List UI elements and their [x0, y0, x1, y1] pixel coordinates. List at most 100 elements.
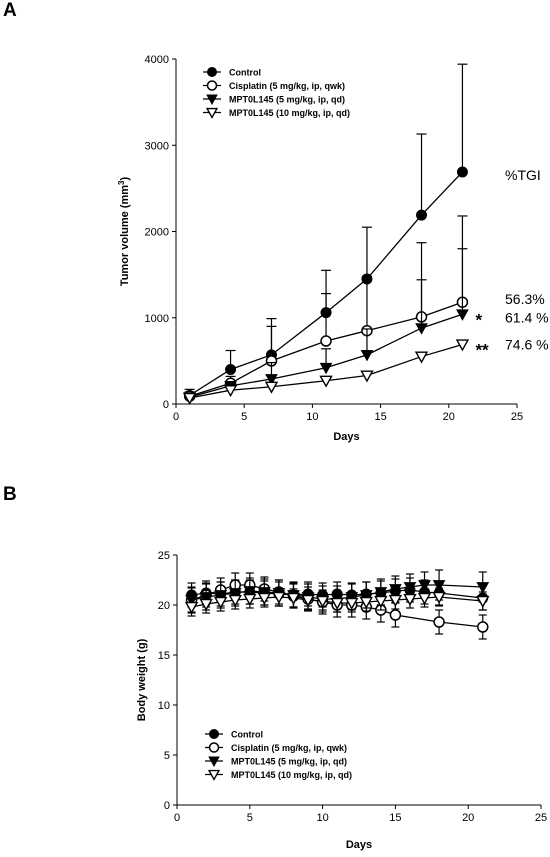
legend-marker — [207, 67, 217, 77]
x-tick-label: 20 — [462, 812, 474, 824]
y-tick-label: 4000 — [145, 54, 169, 66]
legend-label: MPT0L145 (5 mg/kg, ip, qd) — [231, 757, 347, 767]
tgi-value: 56.3% — [505, 291, 545, 307]
data-point — [416, 209, 428, 221]
data-point — [433, 616, 445, 628]
legend-marker — [209, 729, 219, 739]
significance-stars: ** — [475, 340, 489, 359]
x-tick-label: 15 — [374, 411, 386, 423]
x-tick-label: 20 — [443, 411, 455, 423]
legend: Control Cisplatin (5 mg/kg, ip, qwk) MPT0L… — [203, 67, 350, 119]
data-point — [476, 582, 490, 594]
data-point — [286, 592, 301, 605]
data-point — [403, 593, 417, 606]
data-point — [225, 364, 237, 375]
x-tick-label: 5 — [241, 411, 247, 423]
data-point — [182, 392, 197, 405]
data-point — [315, 595, 330, 608]
series-4 — [182, 339, 470, 405]
data-point — [228, 594, 242, 607]
legend-marker — [206, 80, 218, 91]
data-point — [272, 591, 286, 604]
legend-label: MPT0L145 (10 mg/kg, ip, qd) — [231, 770, 352, 780]
data-point — [389, 609, 402, 621]
panel-label: A — [3, 0, 17, 21]
data-point — [455, 339, 470, 352]
data-point — [257, 592, 272, 605]
legend-marker — [207, 769, 221, 781]
x-axis-title: Days — [346, 839, 372, 851]
data-point — [388, 594, 403, 607]
data-point — [184, 601, 199, 614]
data-point — [456, 166, 468, 178]
y-tick-label: 1000 — [145, 313, 169, 325]
legend-label: MPT0L145 (5 mg/kg, ip, qd) — [229, 95, 345, 105]
data-point — [476, 595, 490, 608]
data-point — [374, 595, 388, 608]
x-tick-label: 5 — [247, 812, 253, 824]
data-point — [359, 596, 373, 609]
data-point — [360, 370, 374, 383]
y-tick-label: 10 — [158, 700, 170, 712]
y-tick-label: 15 — [158, 650, 170, 662]
data-point — [414, 351, 429, 364]
data-point — [389, 584, 402, 596]
x-axis-title: Days — [333, 431, 359, 443]
data-point — [456, 309, 469, 321]
y-tick-label: 3000 — [145, 140, 169, 152]
tgi-value: 74.6 % — [505, 336, 549, 352]
y-tick-label: 2000 — [145, 227, 169, 239]
data-point — [301, 594, 315, 607]
legend-marker — [208, 742, 220, 753]
series-4 — [184, 587, 490, 617]
legend-label: Cisplatin (5 mg/kg, ip, qwk) — [231, 743, 347, 753]
x-tick-label: 15 — [389, 812, 401, 824]
panel-label: B — [3, 484, 17, 505]
data-point — [243, 593, 257, 606]
legend: Control Cisplatin (5 mg/kg, ip, qwk) MPT0L… — [205, 729, 352, 781]
panel-a-tumor-volume-chart: A 0 5 10 15 20 25 0 1000 2000 3000 4000 Days Tumor vo… — [3, 0, 549, 443]
data-point — [360, 349, 374, 362]
legend-label: Control — [229, 68, 261, 78]
legend-marker — [206, 94, 218, 105]
data-point — [213, 596, 228, 609]
x-tick-label: 25 — [511, 411, 523, 423]
data-point — [319, 375, 333, 388]
y-axis-title: Body weight (g) — [136, 638, 148, 721]
tgi-header: %TGI — [505, 167, 541, 183]
y-tick-label: 25 — [158, 550, 170, 562]
x-tick-label: 25 — [535, 812, 547, 824]
x-tick-label: 0 — [174, 812, 180, 824]
legend-marker — [208, 756, 220, 767]
y-tick-label: 0 — [163, 399, 169, 411]
data-point — [403, 582, 417, 594]
data-point — [223, 385, 238, 398]
data-point — [319, 362, 333, 375]
y-axis-title: Tumor volume (mm3) — [117, 176, 131, 286]
data-point — [345, 597, 359, 610]
data-point — [432, 580, 446, 592]
significance-stars: * — [475, 310, 482, 329]
tgi-value: 61.4 % — [505, 309, 549, 325]
data-point — [330, 597, 344, 610]
y-tick-label: 5 — [164, 750, 170, 762]
y-tick-label: 20 — [158, 600, 170, 612]
x-tick-label: 10 — [306, 411, 318, 423]
legend-label: Cisplatin (5 mg/kg, ip, qwk) — [229, 81, 345, 91]
data-point — [415, 323, 428, 335]
data-point — [418, 580, 431, 592]
data-point — [432, 591, 446, 604]
data-point — [417, 592, 432, 605]
data-point — [477, 621, 489, 633]
panel-b-body-weight-chart: B 0 5 10 15 20 25 0 5 10 15 20 25 Days Body weight (g)… — [3, 484, 547, 851]
x-tick-label: 0 — [173, 411, 179, 423]
data-point — [199, 598, 213, 611]
legend-label: Control — [231, 730, 263, 740]
y-tick-label: 0 — [164, 800, 170, 812]
data-point — [320, 335, 332, 347]
data-point — [265, 374, 278, 386]
tgi-annotations: %TGI 56.3% * 61.4 % ** 74.6 % — [475, 167, 548, 359]
data-point — [264, 381, 279, 394]
legend-marker — [205, 107, 219, 119]
